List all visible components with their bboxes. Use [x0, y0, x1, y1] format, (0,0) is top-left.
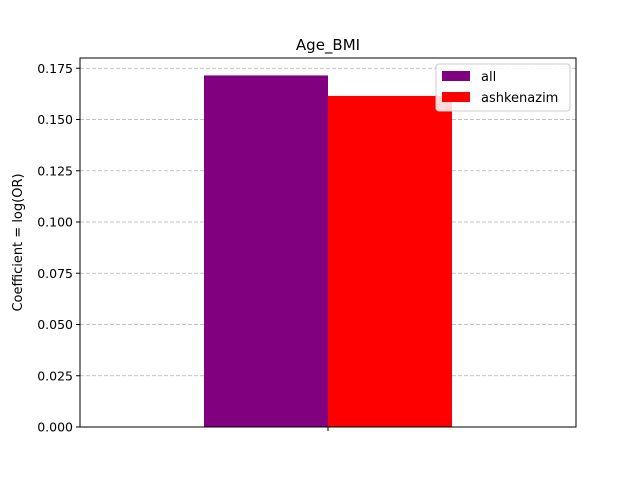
legend-swatch-all — [442, 71, 470, 81]
legend-label-all: all — [481, 70, 496, 85]
y-tick-label: 0.150 — [37, 112, 73, 127]
bars — [204, 75, 452, 428]
y-axis-label: Coefficient = log(OR) — [11, 173, 26, 311]
legend-label-ashkenazim: ashkenazim — [481, 91, 558, 106]
y-tick-label: 0.075 — [37, 266, 73, 281]
bar-ashkenazim — [328, 95, 452, 428]
legend-swatch-ashkenazim — [442, 92, 470, 102]
y-tick-label: 0.025 — [37, 368, 73, 383]
chart-title: Age_BMI — [296, 36, 360, 55]
bar-all — [204, 75, 328, 428]
legend: all ashkenazim — [435, 63, 571, 112]
y-tick-label: 0.125 — [37, 163, 73, 178]
y-tick-label: 0.000 — [37, 420, 73, 435]
y-tick-label: 0.175 — [37, 61, 73, 76]
y-tick-label: 0.050 — [37, 317, 73, 332]
y-axis: 0.000 0.025 0.050 0.075 0.100 0.125 0.150 0.175 — [37, 61, 80, 435]
y-tick-label: 0.100 — [37, 215, 73, 230]
